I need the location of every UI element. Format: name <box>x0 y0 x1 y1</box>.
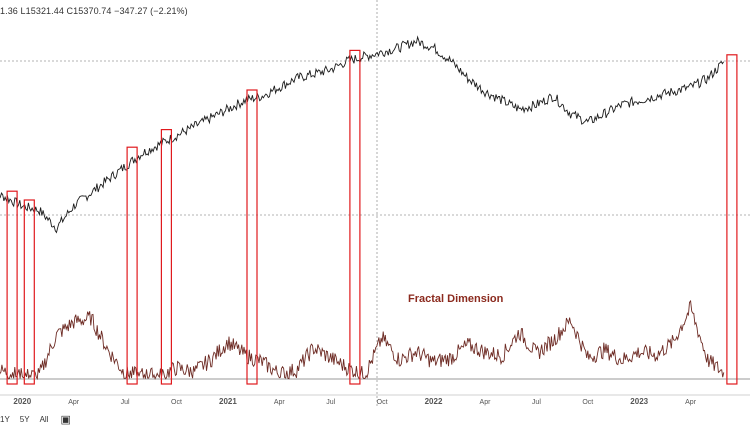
x-tick-label: Oct <box>377 399 388 406</box>
price-series-line <box>0 35 724 234</box>
indicator-title: Fractal Dimension <box>408 293 504 305</box>
x-tick-label: Oct <box>171 399 182 406</box>
x-tick-label: Jul <box>326 399 335 406</box>
x-tick-label: Apr <box>68 399 80 406</box>
range-all-button[interactable]: All <box>39 414 49 424</box>
range-selector: 1Y 5Y All ▣ <box>0 408 120 430</box>
x-tick-label: Oct <box>582 399 593 406</box>
x-tick-label: Apr <box>480 399 492 406</box>
x-tick-label: Apr <box>685 399 697 406</box>
ohlc-readout: 1.36 L15321.44 C15370.74 −347.27 (−2.21%… <box>0 6 188 16</box>
x-tick-label: Jul <box>532 399 541 406</box>
fractal-series-line <box>0 299 725 381</box>
highlight-window-box-2 <box>126 146 138 385</box>
x-tick-label: 2023 <box>630 397 648 406</box>
highlight-window-box-5 <box>349 49 361 385</box>
x-tick-label: Jul <box>121 399 130 406</box>
range-5y-button[interactable]: 5Y <box>19 414 30 424</box>
highlight-window-box-3 <box>160 129 172 385</box>
range-1y-button[interactable]: 1Y <box>0 414 10 424</box>
highlight-window-box-0 <box>6 190 18 385</box>
highlight-window-box-1 <box>23 199 35 385</box>
highlight-window-box-4 <box>246 89 258 385</box>
x-tick-label: 2022 <box>425 397 443 406</box>
highlight-window-box-6 <box>726 54 738 385</box>
x-tick-label: 2021 <box>219 397 237 406</box>
x-tick-label: 2020 <box>13 397 31 406</box>
calendar-icon[interactable]: ▣ <box>60 413 71 426</box>
x-tick-label: Apr <box>274 399 286 406</box>
